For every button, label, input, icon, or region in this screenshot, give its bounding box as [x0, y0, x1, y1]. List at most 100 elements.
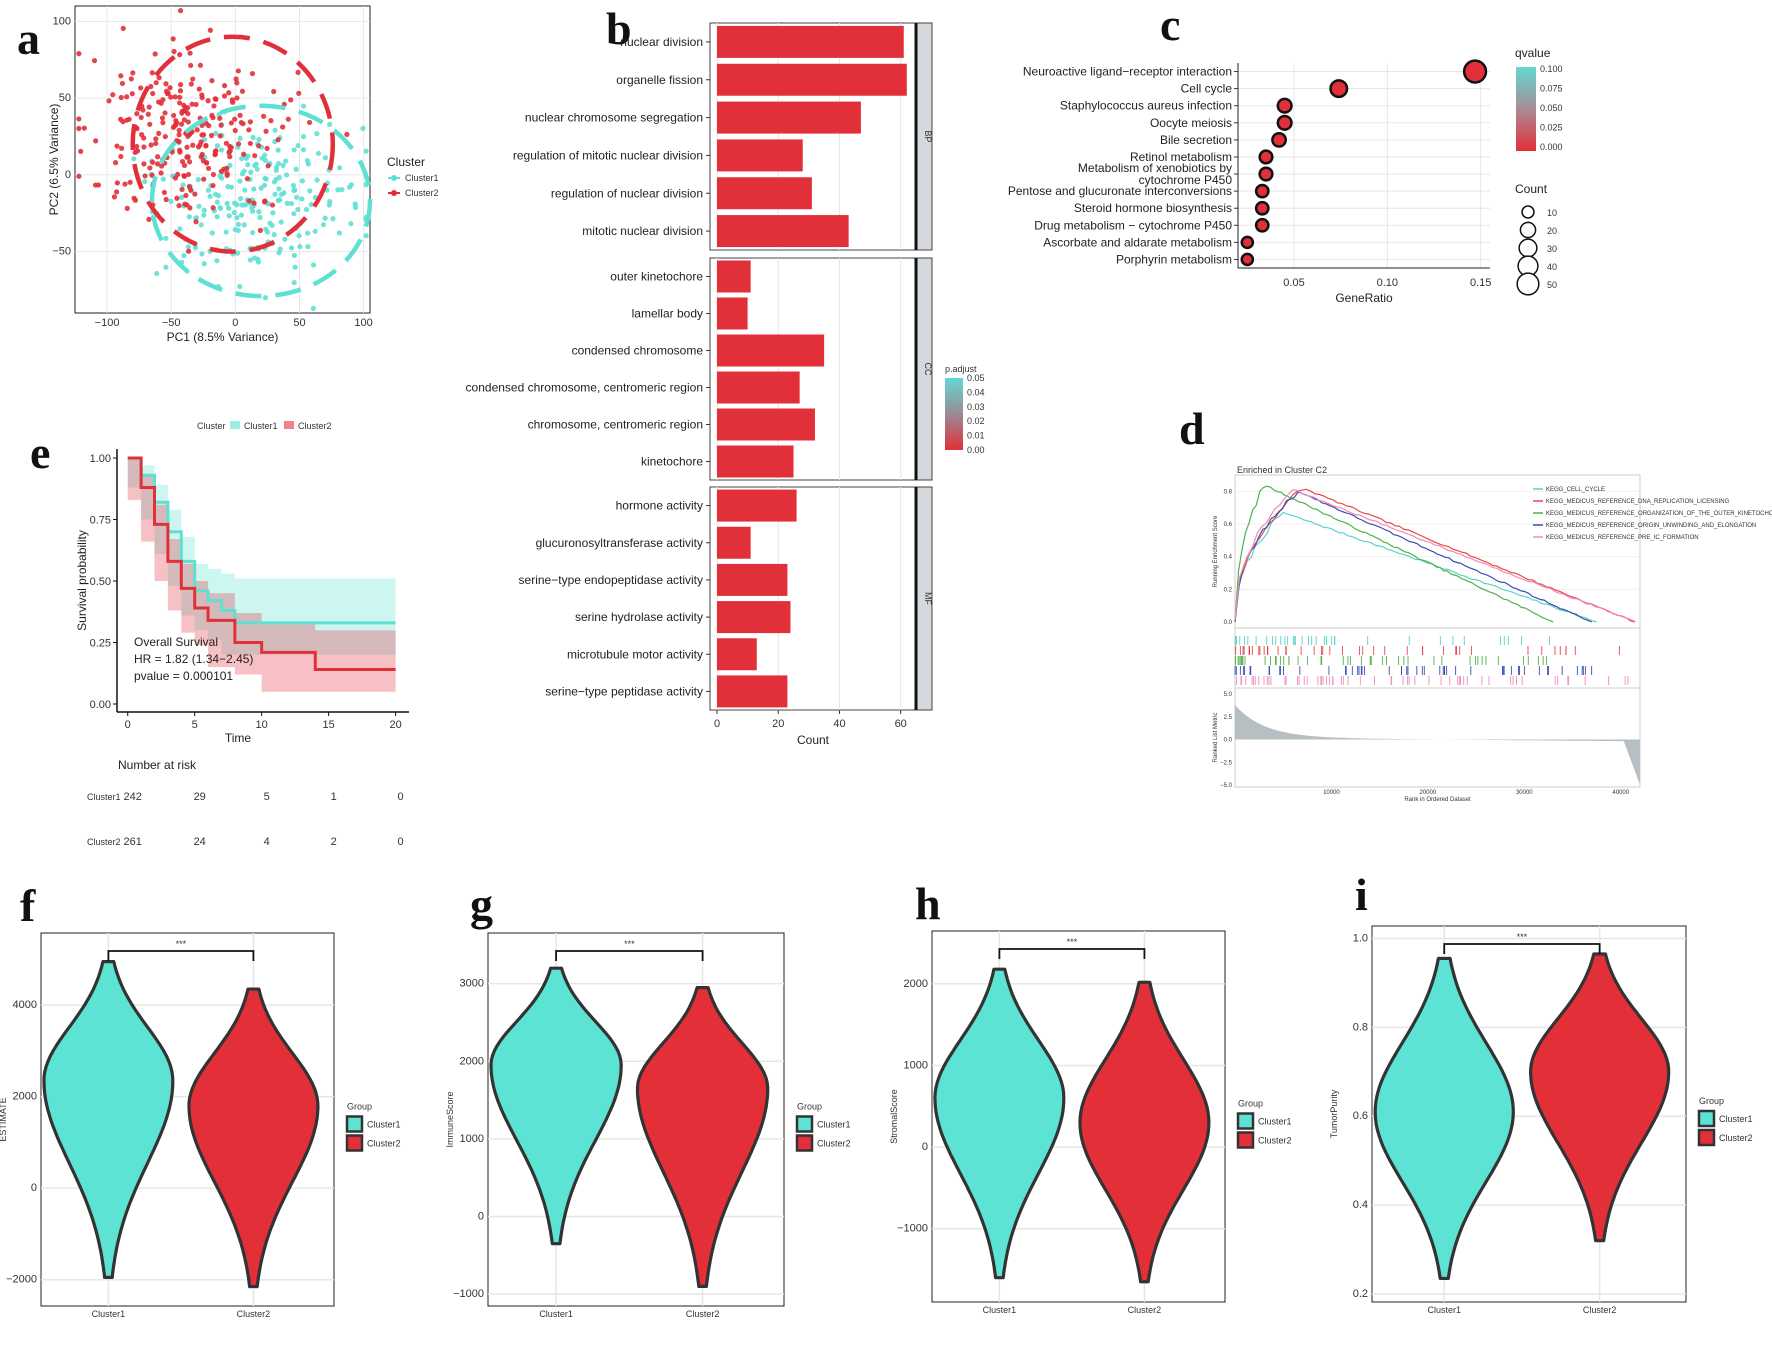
survival-curve-cluster2	[127, 456, 396, 672]
data-point-cluster2	[149, 70, 155, 76]
data-point-cluster2	[269, 202, 276, 208]
survival-curve-cluster1	[127, 456, 396, 625]
data-point-cluster1	[290, 182, 297, 189]
colorbar-tick-label: 0.000	[1540, 142, 1563, 152]
data-point-cluster1	[262, 157, 269, 163]
data-point-cluster2	[129, 91, 135, 97]
data-point-cluster2	[145, 111, 151, 117]
data-point-cluster2	[199, 132, 205, 138]
data-point-cluster2	[147, 165, 153, 171]
category-label: organelle fission	[616, 73, 703, 87]
data-point-cluster1	[238, 195, 244, 202]
data-point-cluster2	[265, 163, 271, 169]
data-point-cluster2	[118, 94, 124, 101]
data-point-cluster2	[197, 62, 204, 68]
data-point-cluster2	[288, 97, 294, 103]
gsea-panel: 0.0 0.2 0.4 0.6 0.8 Enriched in Cluster C2 Run…	[1213, 465, 1772, 803]
colorbar-tick-label: 0.050	[1540, 103, 1563, 113]
data-point-cluster1	[277, 246, 283, 252]
dot	[1258, 166, 1274, 182]
y-tick-label: 0	[31, 1182, 37, 1194]
data-point-cluster1	[185, 244, 191, 250]
data-point-cluster2	[138, 85, 144, 91]
significance-bracket	[555, 950, 704, 961]
data-point-cluster1	[225, 205, 232, 211]
colorbar-tick-label: 0.03	[967, 402, 985, 412]
data-point-cluster2	[76, 125, 82, 132]
data-point-cluster1	[248, 169, 254, 175]
data-point-cluster1	[234, 215, 240, 221]
data-point-cluster1	[297, 244, 303, 250]
data-point-cluster2	[237, 112, 243, 118]
x-axis-label: Rank in Ordered Dataset	[1404, 797, 1471, 803]
data-point-cluster1	[292, 264, 298, 270]
data-point-cluster2	[193, 101, 199, 108]
data-point-cluster2	[138, 114, 144, 121]
data-point-cluster2	[217, 115, 223, 121]
y-tick-label: −1000	[453, 1288, 484, 1300]
data-point-cluster1	[242, 187, 248, 193]
panel-letter-g: g	[470, 879, 493, 930]
legend-label: Cluster2	[1719, 1133, 1753, 1143]
data-point-cluster1	[281, 190, 287, 196]
y-tick-label: 2000	[904, 978, 928, 990]
data-point-cluster2	[199, 95, 205, 101]
data-point-cluster2	[128, 76, 134, 82]
data-point-cluster1	[199, 251, 205, 257]
data-point-cluster1	[296, 233, 302, 239]
risk-value: 2	[331, 836, 337, 848]
data-point-cluster2	[203, 120, 209, 126]
y-tick-label: −2.5	[1220, 760, 1233, 766]
data-point-cluster2	[156, 130, 162, 136]
dot	[1276, 97, 1293, 114]
annotation-text: pvalue = 0.000101	[134, 669, 233, 683]
data-point-cluster2	[171, 112, 177, 119]
legend-label: Cluster1	[405, 173, 439, 183]
data-point-cluster2	[122, 181, 128, 187]
x-tick-label: Cluster1	[983, 1305, 1017, 1315]
confidence-ellipse-cluster1	[149, 103, 373, 299]
data-point-cluster2	[196, 86, 202, 92]
y-tick-label: 2000	[460, 1055, 484, 1067]
data-point-cluster2	[228, 120, 234, 126]
dot	[1240, 235, 1255, 250]
data-point-cluster1	[271, 232, 277, 238]
category-label: hormone activity	[616, 499, 703, 513]
violin-cluster1	[489, 966, 623, 1246]
data-point-cluster1	[314, 177, 320, 183]
es-curve	[1234, 488, 1636, 623]
significance-bracket	[998, 948, 1146, 959]
data-point-cluster2	[153, 80, 159, 86]
data-point-cluster2	[256, 143, 262, 149]
data-point-cluster2	[184, 154, 190, 160]
legend-label: Cluster1	[1719, 1114, 1753, 1124]
violin-estimate-panel: −2000 0 2000 4000 Cluster1 Cluster2 *** ESTIMAT…	[0, 932, 401, 1319]
data-point-cluster2	[187, 205, 193, 211]
data-point-cluster1	[275, 147, 281, 153]
data-point-cluster2	[205, 165, 212, 171]
data-point-cluster2	[252, 153, 258, 159]
category-label: mitotic nuclear division	[582, 224, 703, 238]
plot-frame	[74, 5, 371, 314]
data-point-cluster2	[224, 165, 230, 171]
data-point-cluster1	[263, 176, 269, 182]
annotation-text: HR = 1.82 (1.34−2.45)	[134, 652, 253, 666]
data-point-cluster1	[255, 259, 262, 265]
data-point-cluster2	[141, 144, 147, 150]
bar	[717, 63, 907, 96]
kegg-dotplot-panel: 0.05 0.10 0.15 Neuroactive ligand−receptor …	[1008, 46, 1563, 305]
data-point-cluster2	[176, 127, 182, 133]
data-point-cluster1	[201, 207, 207, 213]
legend-label: Cluster1	[244, 421, 278, 431]
significance-label: ***	[624, 939, 635, 949]
data-point-cluster2	[264, 145, 270, 152]
data-point-cluster1	[293, 166, 299, 172]
size-legend-key	[1519, 221, 1537, 239]
x-tick-label: 20	[772, 718, 784, 730]
x-tick-label: 0	[714, 718, 720, 730]
x-tick-label: 60	[895, 718, 907, 730]
data-point-cluster2	[176, 203, 182, 209]
data-point-cluster1	[226, 213, 232, 219]
data-point-cluster2	[118, 73, 124, 79]
data-point-cluster2	[162, 133, 168, 140]
